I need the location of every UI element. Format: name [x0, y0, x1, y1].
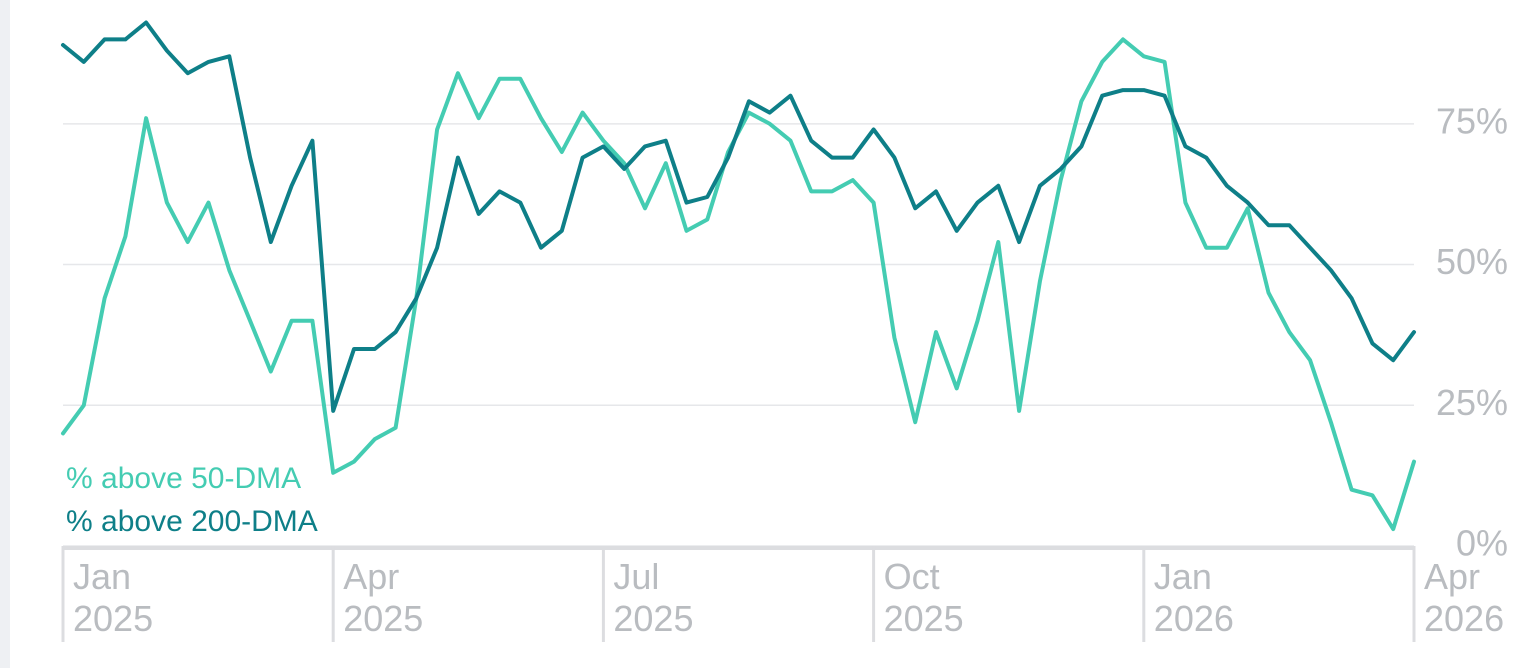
x-tick-label: Oct 2025 — [883, 556, 964, 639]
y-tick-label: 75% — [1436, 100, 1508, 141]
y-tick-label: 50% — [1436, 241, 1508, 282]
x-tick-label: Jul 2025 — [613, 556, 694, 639]
series-line — [61, 20, 1416, 413]
legend-entry: % above 200-DMA — [66, 505, 318, 538]
series-line — [61, 37, 1416, 532]
side-strip — [0, 0, 10, 668]
x-tick-label: Apr 2025 — [343, 556, 424, 639]
x-tick-label: Apr 2026 — [1424, 556, 1505, 639]
y-tick-label: 25% — [1436, 382, 1508, 423]
x-tick-label: Jan 2026 — [1153, 556, 1234, 639]
legend-entry: % above 50-DMA — [66, 462, 301, 495]
y-tick-label: 0% — [1456, 523, 1508, 564]
x-tick-label: Jan 2025 — [73, 556, 154, 639]
